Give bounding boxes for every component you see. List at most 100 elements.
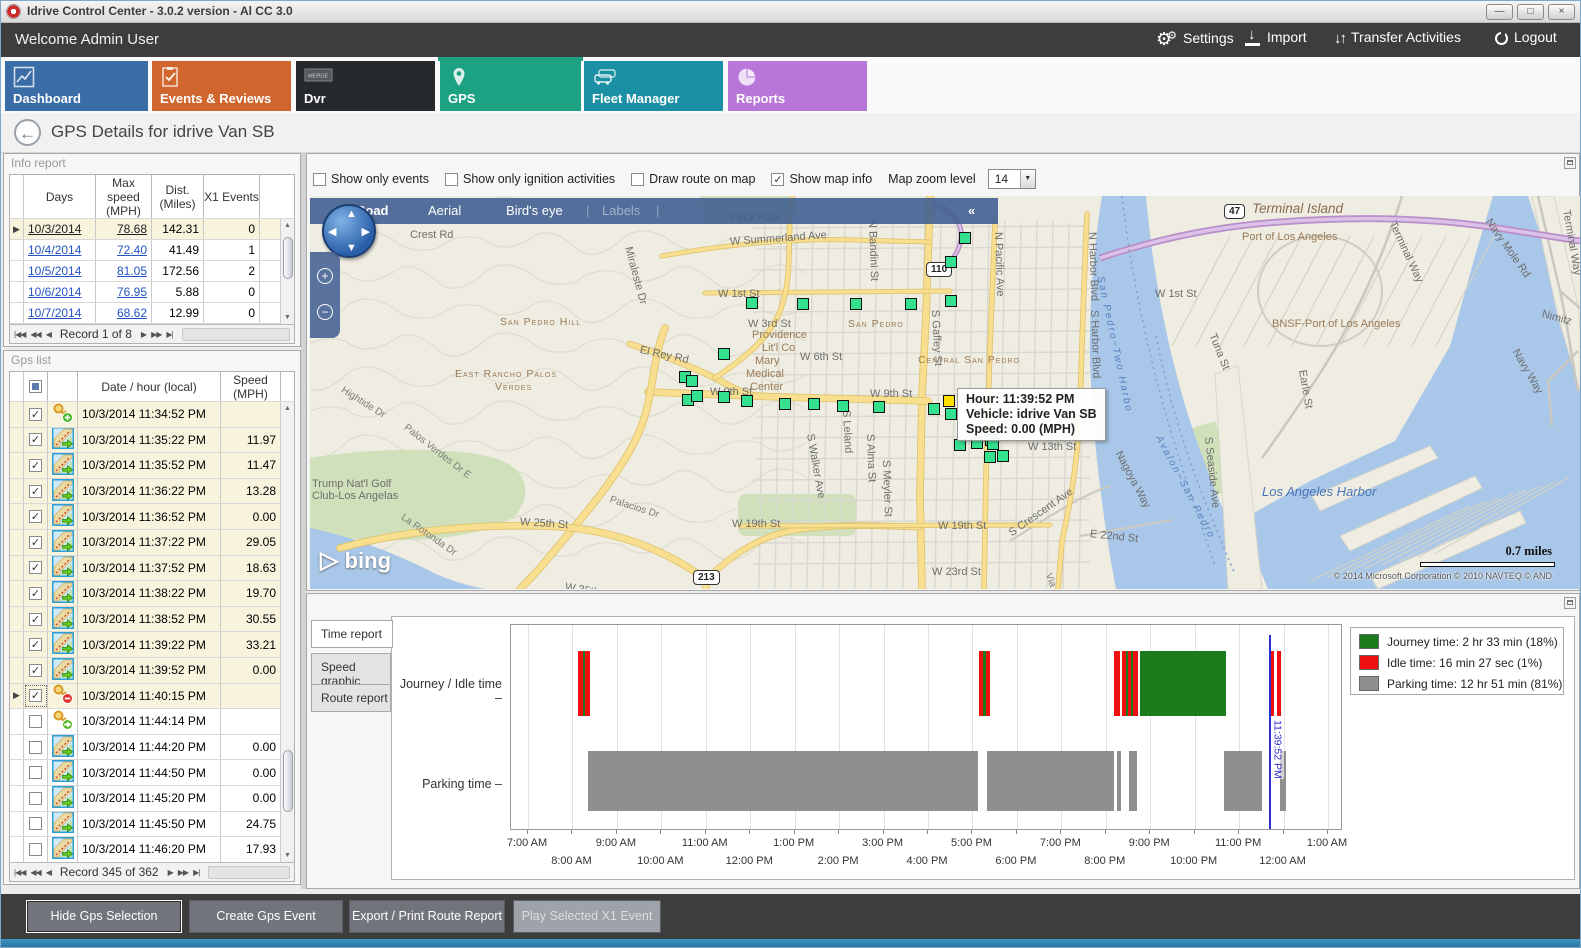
gps-row[interactable]: 10/3/2014 11:44:20 PM 0.00 bbox=[10, 734, 294, 761]
export-print-route-report-button[interactable]: Export / Print Route Report bbox=[349, 900, 505, 933]
gps-row[interactable]: ✓ 10/3/2014 11:35:22 PM 11.97 bbox=[10, 427, 294, 454]
map-view-tab-aerial[interactable]: Aerial bbox=[428, 203, 462, 218]
select-all-checkbox-cell[interactable] bbox=[24, 372, 48, 401]
gps-point-marker[interactable] bbox=[808, 398, 820, 410]
column-header-3[interactable]: Dist. (Miles) bbox=[152, 175, 204, 218]
map-option-show-map-info[interactable]: ✓ Show map info bbox=[771, 172, 873, 186]
toolbar-item-settings[interactable]: ⚙⚙ Settings bbox=[1156, 29, 1234, 49]
row-checkbox[interactable]: ✓ bbox=[29, 638, 42, 652]
tab-reports[interactable]: Reports bbox=[728, 61, 867, 111]
pager-first-button[interactable]: |◀◀ bbox=[14, 329, 26, 339]
day-cell[interactable]: 10/7/2014 bbox=[24, 303, 96, 323]
day-cell[interactable]: 10/5/2014 bbox=[24, 261, 96, 281]
day-cell[interactable]: 10/6/2014 bbox=[24, 282, 96, 302]
row-checkbox[interactable] bbox=[29, 842, 42, 856]
checkbox-cell[interactable]: ✓ bbox=[24, 504, 48, 529]
pager-next-page-button[interactable]: ▶▶ bbox=[151, 329, 162, 339]
gps-list-vscrollbar[interactable]: ▲ ▼ bbox=[280, 402, 294, 862]
max-speed-link[interactable]: 68.62 bbox=[116, 306, 147, 320]
day-link[interactable]: 10/7/2014 bbox=[28, 306, 82, 320]
row-checkbox[interactable]: ✓ bbox=[29, 484, 42, 498]
checkbox-cell[interactable]: ✓ bbox=[24, 632, 48, 657]
scroll-up-arrow[interactable]: ▲ bbox=[284, 222, 291, 229]
max-speed-cell[interactable]: 81.05 bbox=[96, 261, 152, 281]
gps-row[interactable]: ▶ ✓ 10/3/2014 11:40:15 PM bbox=[10, 683, 294, 710]
checkbox-cell[interactable]: ✓ bbox=[24, 402, 48, 427]
gps-point-marker[interactable] bbox=[945, 408, 957, 420]
pager-first-button[interactable]: |◀◀ bbox=[14, 867, 26, 877]
map-compass-control[interactable]: ▲ ▼ ◀ ▶ bbox=[322, 204, 376, 258]
gps-point-marker[interactable] bbox=[837, 400, 849, 412]
gps-point-marker[interactable] bbox=[905, 298, 917, 310]
checkbox-cell[interactable]: ✓ bbox=[24, 555, 48, 581]
max-speed-link[interactable]: 78.68 bbox=[116, 222, 147, 236]
day-link[interactable]: 10/6/2014 bbox=[28, 285, 82, 299]
day-cell[interactable]: 10/3/2014 bbox=[24, 219, 96, 239]
pager-prev-page-button[interactable]: ◀◀ bbox=[30, 867, 41, 877]
checkbox-cell[interactable] bbox=[24, 734, 48, 760]
row-checkbox[interactable]: ✓ bbox=[29, 561, 42, 575]
column-header-2[interactable]: Max speed (MPH) bbox=[96, 175, 152, 218]
tab-gps[interactable]: GPS bbox=[440, 61, 581, 111]
pager-next-button[interactable]: ▶ bbox=[167, 867, 174, 877]
zoom-in-button[interactable]: + bbox=[317, 268, 333, 284]
pager-last-button[interactable]: ▶| bbox=[166, 329, 173, 339]
row-checkbox[interactable] bbox=[29, 714, 42, 728]
checkbox-cell[interactable]: ✓ bbox=[24, 683, 48, 709]
gps-row[interactable]: ✓ 10/3/2014 11:38:22 PM 19.70 bbox=[10, 581, 294, 607]
map-view-tab-labels[interactable]: Labels bbox=[602, 203, 641, 218]
gps-point-marker[interactable] bbox=[718, 391, 730, 403]
table-row[interactable]: 10/7/2014 68.62 12.99 0 bbox=[10, 303, 294, 324]
close-button[interactable]: × bbox=[1548, 4, 1575, 20]
tab-dashboard[interactable]: Dashboard bbox=[5, 61, 148, 111]
max-speed-cell[interactable]: 68.62 bbox=[96, 303, 152, 323]
day-link[interactable]: 10/4/2014 bbox=[28, 243, 82, 257]
toolbar-item-transfer-activities[interactable]: ↓↑ Transfer Activities bbox=[1334, 29, 1461, 47]
day-link[interactable]: 10/5/2014 bbox=[28, 264, 82, 278]
gps-point-marker[interactable] bbox=[873, 401, 885, 413]
gps-row[interactable]: ✓ 10/3/2014 11:36:22 PM 13.28 bbox=[10, 478, 294, 505]
max-speed-link[interactable]: 72.40 bbox=[116, 243, 147, 257]
chevron-down-icon[interactable]: ▼ bbox=[1019, 170, 1035, 188]
column-header-4[interactable]: X1 Events bbox=[204, 175, 260, 218]
table-row[interactable]: 10/6/2014 76.95 5.88 0 bbox=[10, 282, 294, 303]
gps-row[interactable]: 10/3/2014 11:44:50 PM 0.00 bbox=[10, 760, 294, 786]
scroll-down-arrow[interactable]: ▼ bbox=[284, 314, 291, 321]
map-toolbar-collapse-button[interactable]: « bbox=[968, 203, 976, 218]
pager-hscrollbar[interactable] bbox=[181, 327, 290, 341]
panel-collapse-button[interactable] bbox=[1564, 597, 1576, 609]
checkbox-cell[interactable] bbox=[24, 760, 48, 785]
gps-row[interactable]: ✓ 10/3/2014 11:37:52 PM 18.63 bbox=[10, 555, 294, 582]
option-checkbox[interactable] bbox=[631, 172, 645, 186]
gps-row[interactable]: 10/3/2014 11:45:20 PM 0.00 bbox=[10, 785, 294, 812]
checkbox-cell[interactable]: ✓ bbox=[24, 478, 48, 504]
checkbox-cell[interactable] bbox=[24, 837, 48, 862]
gps-point-marker[interactable] bbox=[746, 297, 758, 309]
pager-prev-button[interactable]: ◀ bbox=[45, 867, 52, 877]
column-header-speed[interactable]: Speed (MPH) bbox=[221, 372, 281, 401]
table-row[interactable]: ▶ 10/3/2014 78.68 142.31 0 bbox=[10, 219, 294, 240]
day-link[interactable]: 10/3/2014 bbox=[28, 222, 82, 236]
gps-point-marker[interactable] bbox=[779, 398, 791, 410]
map-option-show-only-ignition-activities[interactable]: Show only ignition activities bbox=[444, 172, 615, 186]
gps-point-marker[interactable] bbox=[997, 450, 1009, 462]
gps-row[interactable]: ✓ 10/3/2014 11:39:52 PM 0.00 bbox=[10, 657, 294, 684]
gps-row[interactable]: 10/3/2014 11:45:50 PM 24.75 bbox=[10, 811, 294, 838]
gps-point-marker[interactable] bbox=[945, 256, 957, 268]
gps-point-marker[interactable] bbox=[686, 375, 698, 387]
select-all-checkbox[interactable] bbox=[29, 380, 42, 393]
panel-collapse-button[interactable] bbox=[1564, 157, 1576, 169]
checkbox-cell[interactable]: ✓ bbox=[24, 529, 48, 555]
map-option-show-only-events[interactable]: Show only events bbox=[313, 172, 429, 186]
table-row[interactable]: 10/5/2014 81.05 172.56 2 bbox=[10, 261, 294, 282]
gps-row[interactable]: 10/3/2014 11:46:20 PM 17.93 bbox=[10, 837, 294, 863]
toolbar-item-import[interactable]: ↓ Import bbox=[1245, 26, 1307, 51]
max-speed-cell[interactable]: 78.68 bbox=[96, 219, 152, 239]
row-checkbox[interactable]: ✓ bbox=[29, 689, 42, 703]
gps-point-marker[interactable] bbox=[850, 298, 862, 310]
column-header-date[interactable]: Date / hour (local) bbox=[78, 372, 221, 401]
column-header-1[interactable]: Days bbox=[24, 175, 96, 218]
selected-gps-point-marker[interactable] bbox=[943, 395, 955, 407]
map-zoom-level-dropdown[interactable]: 14 ▼ bbox=[987, 169, 1036, 189]
